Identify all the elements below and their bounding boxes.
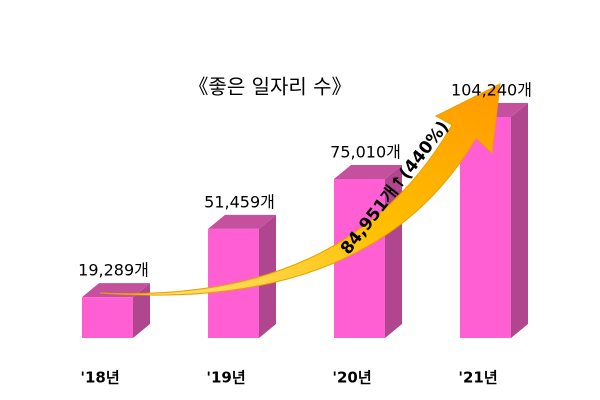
bar	[460, 117, 511, 338]
value-label: 104,240개	[451, 81, 532, 100]
value-label: 19,289개	[78, 261, 149, 280]
value-label: 51,459개	[204, 192, 275, 211]
x-tick-label: '18년	[80, 369, 119, 387]
x-tick-label: '21년	[458, 369, 497, 387]
x-tick-label: '19년	[206, 369, 245, 387]
bar-top	[334, 164, 402, 179]
x-tick-label: '20년	[332, 369, 371, 387]
chart-title: 《좋은 일자리 수》	[188, 75, 351, 99]
value-label: 75,010개	[330, 142, 401, 161]
bar-side	[511, 103, 528, 338]
bar	[82, 297, 133, 338]
growth-arrow	[99, 83, 501, 296]
bar-side	[133, 283, 150, 338]
bar-top	[208, 214, 276, 229]
